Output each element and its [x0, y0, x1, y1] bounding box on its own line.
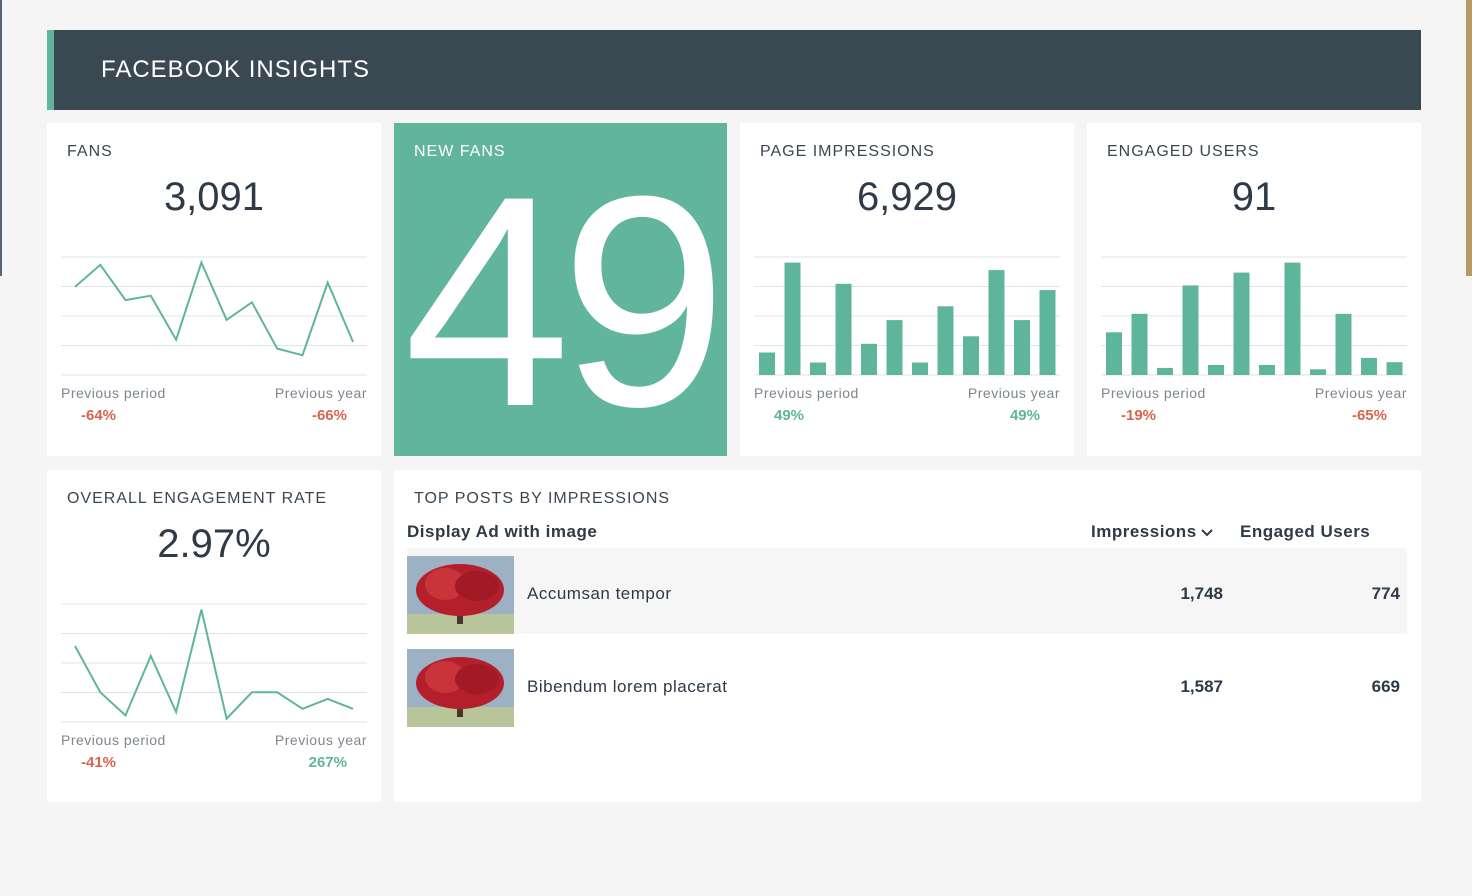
- sparkline-series: [74, 259, 354, 357]
- bar: [784, 262, 801, 375]
- engaged-users-column-header: Engaged Users: [1240, 522, 1371, 541]
- impressions-column-header[interactable]: Impressions: [1091, 522, 1213, 542]
- dashboard-header: FACEBOOK INSIGHTS: [47, 30, 1421, 110]
- bar: [937, 306, 954, 375]
- engaged-previous-year-change: -65%: [1351, 407, 1387, 424]
- right-edge: [1466, 0, 1472, 276]
- engagement-rate-value: 2.97%: [157, 522, 271, 566]
- fans-previous-period-change: -64%: [81, 407, 117, 424]
- bar: [1310, 369, 1326, 375]
- impressions-previous-year-change: 49%: [1009, 407, 1040, 424]
- bar: [988, 270, 1005, 375]
- post-thumbnail: [407, 649, 514, 727]
- post-column-header: Display Ad with image: [407, 522, 598, 541]
- bar: [1335, 313, 1352, 375]
- post-engaged-users: 774: [1371, 584, 1400, 603]
- table-row[interactable]: Bibendum lorem placerat 1,587 669: [407, 641, 1407, 727]
- fans-sparkline: [61, 256, 367, 376]
- new-fans-label: NEW FANS: [414, 143, 506, 160]
- post-engaged-users: 669: [1371, 677, 1400, 696]
- page-impressions-value: 6,929: [856, 175, 958, 219]
- fans-card: FANS 3,091 Previous period Previous year…: [47, 123, 381, 456]
- post-impressions: 1,748: [1180, 584, 1223, 603]
- new-fans-value: 49: [403, 133, 727, 456]
- engagement-rate-label: OVERALL ENGAGEMENT RATE: [67, 490, 328, 507]
- fans-value: 3,091: [163, 175, 265, 219]
- post-thumbnail: [407, 556, 514, 634]
- page-impressions-card: PAGE IMPRESSIONS 6,929 Previous period P…: [740, 123, 1074, 456]
- post-impressions: 1,587: [1180, 677, 1223, 696]
- bar: [1259, 365, 1275, 375]
- impressions-column-label: Impressions: [1091, 522, 1197, 541]
- dashboard-title: FACEBOOK INSIGHTS: [101, 56, 371, 83]
- rate-previous-year-label: Previous year: [274, 732, 367, 748]
- page-impressions-bar-chart: [754, 256, 1060, 376]
- bar: [1106, 332, 1122, 375]
- bar: [1361, 357, 1377, 375]
- bar: [1131, 313, 1148, 375]
- bar: [1208, 365, 1224, 375]
- sparkline-series: [74, 609, 354, 721]
- impressions-previous-period-change: 49%: [774, 407, 805, 424]
- engaged-users-label: ENGAGED USERS: [1107, 143, 1260, 160]
- engaged-previous-period-label: Previous period: [1101, 385, 1206, 401]
- engaged-users-value: 91: [1231, 175, 1277, 219]
- rate-previous-period-change: -41%: [81, 754, 117, 771]
- left-edge: [0, 0, 2, 276]
- fans-label: FANS: [67, 143, 113, 160]
- impressions-previous-year-label: Previous year: [967, 385, 1060, 401]
- bar: [1039, 290, 1056, 375]
- bar: [1233, 272, 1250, 375]
- bar: [759, 352, 775, 375]
- bar: [963, 336, 979, 375]
- bar: [1182, 285, 1199, 375]
- fans-previous-period-label: Previous period: [61, 385, 166, 401]
- bar: [1014, 320, 1030, 375]
- chevron-down-icon: [1200, 528, 1213, 536]
- bar: [912, 362, 928, 375]
- new-fans-card: NEW FANS 49: [394, 123, 727, 456]
- engaged-users-card: ENGAGED USERS 91 Previous period Previou…: [1087, 123, 1421, 456]
- engagement-rate-sparkline: [61, 603, 367, 723]
- rate-previous-period-label: Previous period: [61, 732, 166, 748]
- bar: [1386, 362, 1403, 375]
- post-title: Bibendum lorem placerat: [527, 677, 728, 696]
- engaged-previous-year-label: Previous year: [1314, 385, 1407, 401]
- impressions-previous-period-label: Previous period: [754, 385, 859, 401]
- bar: [835, 283, 852, 375]
- fans-previous-year-change: -66%: [311, 407, 347, 424]
- rate-previous-year-change: 267%: [308, 754, 347, 771]
- page-impressions-label: PAGE IMPRESSIONS: [760, 143, 935, 160]
- fans-previous-year-label: Previous year: [274, 385, 367, 401]
- top-posts-card: TOP POSTS BY IMPRESSIONS Display Ad with…: [394, 470, 1421, 802]
- post-title: Accumsan tempor: [527, 584, 672, 603]
- bar: [861, 343, 877, 375]
- top-posts-label: TOP POSTS BY IMPRESSIONS: [414, 490, 671, 507]
- bar: [1157, 367, 1173, 375]
- bar: [886, 320, 903, 375]
- engagement-rate-card: OVERALL ENGAGEMENT RATE 2.97% Previous p…: [47, 470, 381, 802]
- engaged-previous-period-change: -19%: [1121, 407, 1157, 424]
- bar: [1284, 262, 1301, 375]
- engaged-users-bar-chart: [1101, 256, 1407, 376]
- table-row[interactable]: Accumsan tempor 1,748 774: [407, 548, 1407, 634]
- bar: [810, 362, 826, 375]
